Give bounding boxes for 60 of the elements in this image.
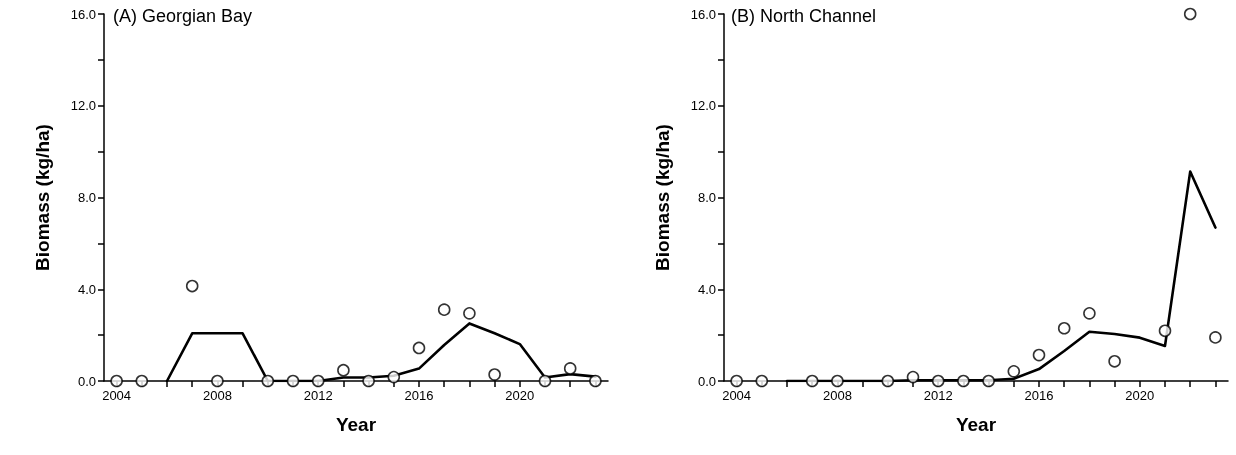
point <box>1057 321 1071 335</box>
point <box>412 341 426 355</box>
y-tick-label: 0.0 <box>77 373 96 389</box>
point <box>463 307 476 320</box>
x-tick-label: 2008 <box>822 388 852 403</box>
point <box>286 374 300 388</box>
point <box>387 370 401 384</box>
y-tick-label: 12.0 <box>70 98 96 114</box>
point <box>1183 7 1197 21</box>
point <box>437 303 451 316</box>
y-tick-label: 8.0 <box>697 190 716 205</box>
y-tick-label: 4.0 <box>77 281 96 297</box>
point <box>755 374 769 388</box>
point <box>1209 331 1222 344</box>
point <box>1032 348 1046 362</box>
point <box>1083 307 1096 320</box>
point <box>311 374 325 388</box>
point <box>337 363 350 377</box>
point <box>982 374 995 388</box>
x-tick-label: 2004 <box>722 388 752 403</box>
point <box>538 374 552 388</box>
chart-title: (A) Georgian Bay <box>113 6 253 26</box>
point <box>135 374 149 388</box>
point <box>906 370 920 384</box>
point <box>488 368 501 381</box>
point <box>211 374 224 388</box>
y-axis-title: Biomass (kg/ha) <box>32 124 53 271</box>
y-tick-label: 4.0 <box>697 281 716 297</box>
point <box>1007 365 1021 378</box>
point <box>1108 354 1121 368</box>
point <box>881 374 895 388</box>
point <box>563 362 577 375</box>
x-tick-label: 2016 <box>1024 388 1054 403</box>
point <box>957 374 970 388</box>
point <box>1158 324 1172 338</box>
point <box>730 374 743 388</box>
x-tick-label: 2004 <box>102 388 132 403</box>
y-tick-label: 16.0 <box>70 6 96 22</box>
y-tick-label: 0.0 <box>697 373 716 389</box>
point <box>831 374 844 388</box>
y-axis-title: Biomass (kg/ha) <box>652 124 673 271</box>
point <box>589 374 602 388</box>
point <box>261 374 275 388</box>
x-tick-label: 2016 <box>404 388 434 403</box>
y-tick-label: 8.0 <box>77 190 96 205</box>
y-tick-label: 16.0 <box>690 6 716 22</box>
point <box>110 374 123 388</box>
point <box>362 374 375 388</box>
point <box>185 279 199 293</box>
x-tick-label: 2020 <box>1125 388 1155 403</box>
x-tick-label: 2020 <box>505 388 535 403</box>
x-tick-label: 2012 <box>303 388 333 403</box>
x-tick-label: 2012 <box>923 388 953 403</box>
point <box>805 374 819 388</box>
y-tick-label: 12.0 <box>690 98 716 114</box>
point <box>931 374 945 388</box>
x-axis-title: Year <box>955 414 997 435</box>
x-tick-label: 2008 <box>202 388 232 403</box>
x-axis-title: Year <box>335 414 377 435</box>
chart-title: (B) North Channel <box>731 6 877 26</box>
